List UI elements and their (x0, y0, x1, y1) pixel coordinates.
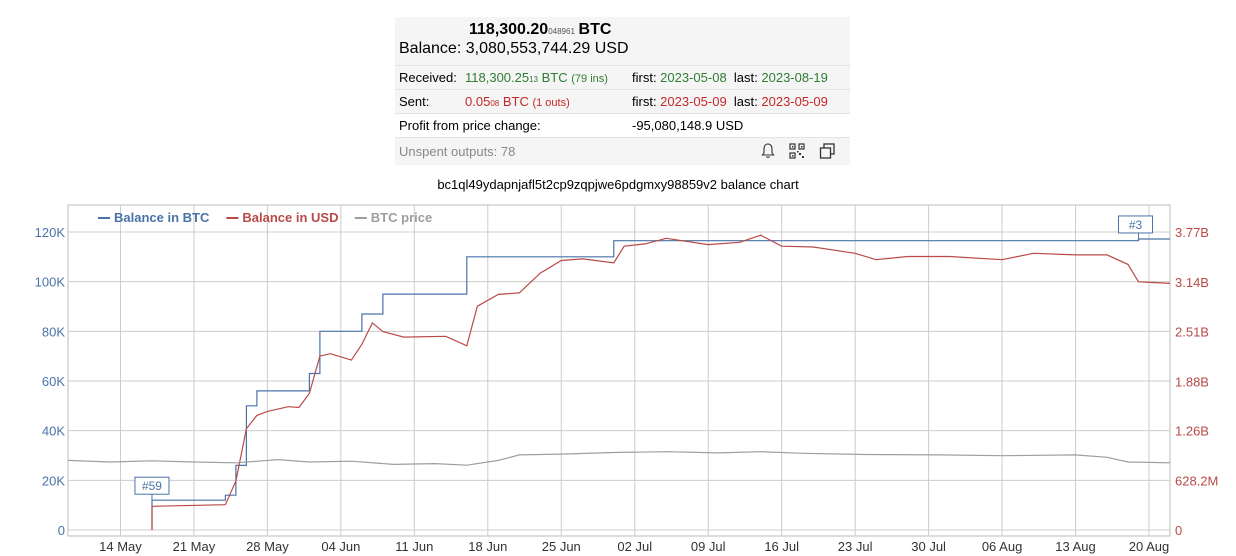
sent-label: Sent: (399, 94, 430, 109)
y-left-tick-label: 60K (42, 374, 65, 389)
received-last-date: 2023-08-19 (761, 70, 828, 85)
x-tick-label: 11 Jun (395, 539, 433, 554)
y-left-tick-label: 0 (58, 523, 65, 538)
btc-price-line (67, 451, 1171, 466)
sent-currency: BTC (499, 94, 533, 109)
received-amount-small: 13 (529, 75, 539, 84)
x-tick-label: 16 Jul (764, 539, 799, 554)
y-right-tick-label: 628.2M (1175, 473, 1218, 488)
sent-last-label: last: (733, 94, 762, 109)
balance-label: Balance: (399, 40, 462, 57)
received-row: Received: 118,300.2513 BTC (79 ins) firs… (395, 65, 850, 89)
x-tick-label: 25 Jun (542, 539, 581, 554)
y-right-tick-label: 3.77B (1175, 225, 1209, 240)
flag-box (1118, 215, 1154, 234)
legend-label-balance-in-usd: Balance in USD (242, 210, 338, 225)
y-left-tick-label: 80K (42, 324, 65, 339)
balance-in-btc-line (151, 238, 1170, 530)
chart-title: bc1ql49ydapnjafl5t2cp9zqpjwe6pdgmxy98859… (437, 177, 799, 192)
balance-row: 118,300.20048961 BTC Balance: 3,080,553,… (395, 17, 850, 65)
received-first-label: first: (632, 70, 661, 85)
y-right-tick-label: 1.26B (1175, 423, 1209, 438)
bell-icon[interactable] (761, 143, 775, 160)
x-tick-label: 30 Jul (911, 539, 946, 554)
total-btc-small: 048961 (548, 27, 575, 36)
y-right-tick-label: 0 (1175, 523, 1182, 538)
x-tick-label: 13 Aug (1055, 539, 1096, 554)
y-left-tick-label: 120K (35, 225, 66, 240)
sent-last-date: 2023-05-09 (761, 94, 828, 109)
profit-label: Profit from price change: (399, 118, 541, 133)
x-tick-label: 18 Jun (468, 539, 507, 554)
unspent-row: Unspent outputs: 78 (395, 137, 850, 165)
sent-first-date: 2023-05-09 (660, 94, 727, 109)
sent-count: (1 outs) (532, 97, 570, 109)
y-right-tick-label: 3.14B (1175, 275, 1209, 290)
balance-in-usd-line (151, 234, 1171, 530)
y-right-tick-label: 1.88B (1175, 374, 1209, 389)
unspent-label: Unspent outputs: 78 (399, 144, 516, 159)
received-currency: BTC (538, 70, 572, 85)
y-left-tick-label: 20K (42, 473, 65, 488)
sent-amount-small: 08 (490, 99, 500, 108)
total-btc-currency: BTC (578, 21, 612, 38)
x-tick-label: 09 Jul (691, 539, 726, 554)
qr-code-icon[interactable] (789, 143, 805, 160)
x-tick-label: 04 Jun (321, 539, 360, 554)
y-right-tick-label: 2.51B (1175, 325, 1209, 340)
sent-amount-main: 0.05 (465, 94, 491, 109)
sent-dates: first: 2023-05-09 last: 2023-05-09 (628, 94, 850, 109)
flag-label: #59 (142, 479, 162, 493)
legend-label-balance-in-btc: Balance in BTC (114, 210, 210, 225)
address-summary-panel: 118,300.20048961 BTC Balance: 3,080,553,… (395, 17, 850, 165)
y-left-tick-label: 100K (35, 275, 66, 290)
profit-value: -95,080,148.9 USD (632, 118, 744, 133)
balance-usd-line: Balance: 3,080,553,744.29 USD (399, 40, 850, 58)
received-amount-main: 118,300.25 (465, 70, 530, 85)
x-tick-label: 20 Aug (1129, 539, 1170, 554)
flag-label: #3 (1129, 218, 1143, 232)
received-amount: 118,300.2513 BTC (79 ins) (465, 70, 628, 85)
sent-amount: 0.0508 BTC (1 outs) (465, 94, 628, 109)
x-tick-label: 28 May (246, 539, 289, 554)
y-left-tick-label: 40K (42, 424, 65, 439)
sent-first-label: first: (632, 94, 661, 109)
received-dates: first: 2023-05-08 last: 2023-08-19 (628, 70, 850, 85)
profit-row: Profit from price change: -95,080,148.9 … (395, 113, 850, 137)
total-btc: 118,300.20048961 BTC (399, 21, 850, 39)
balance-usd: 3,080,553,744.29 USD (465, 40, 629, 57)
copy-icon[interactable] (819, 143, 836, 160)
x-tick-label: 06 Aug (982, 539, 1023, 554)
total-btc-main: 118,300.20 (469, 21, 549, 38)
x-tick-label: 14 May (99, 539, 142, 554)
received-count: (79 ins) (571, 73, 608, 85)
received-last-label: last: (733, 70, 762, 85)
x-tick-label: 02 Jul (617, 539, 652, 554)
x-tick-label: 23 Jul (838, 539, 873, 554)
received-first-date: 2023-05-08 (660, 70, 727, 85)
flag-box (134, 476, 170, 495)
legend-label-btc-price: BTC price (371, 210, 432, 225)
received-label: Received: (399, 70, 457, 85)
x-tick-label: 21 May (173, 539, 216, 554)
sent-row: Sent: 0.0508 BTC (1 outs) first: 2023-05… (395, 89, 850, 113)
action-icons (628, 143, 850, 160)
